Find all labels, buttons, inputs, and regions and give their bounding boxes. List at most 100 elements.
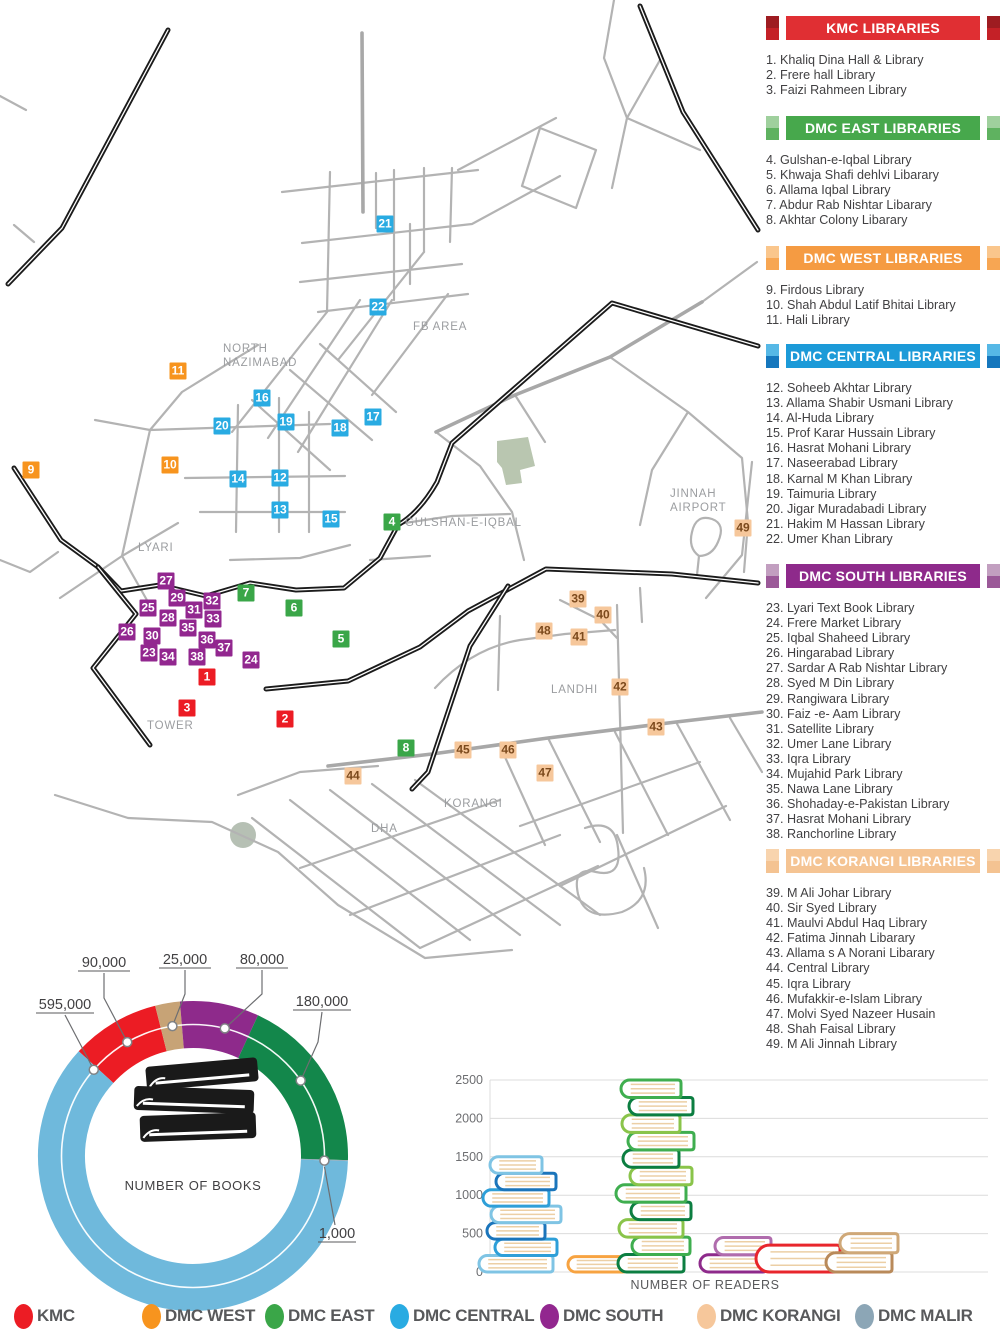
library-list-item-28: 28. Syed M Din Library — [766, 676, 895, 691]
map-area-label: JINNAH — [670, 488, 716, 500]
donut-value-label: 595,000 — [39, 997, 91, 1013]
map-area-label: GULSHAN-E-IQBAL — [405, 517, 522, 529]
map-marker-8: 8 — [397, 739, 415, 757]
donut-value-label: 90,000 — [82, 955, 126, 971]
map-marker-39: 39 — [569, 590, 587, 608]
library-list-item-40: 40. Sir Syed Library — [766, 901, 877, 916]
y-axis-tick-label: 2000 — [455, 1111, 483, 1125]
map-marker-3: 3 — [178, 699, 196, 717]
donut-segment-dmc-east — [237, 1015, 348, 1161]
legend-section-title: DMC EAST LIBRARIES — [786, 116, 980, 140]
map-area-label: NORTH — [223, 343, 268, 355]
legend-section-2: DMC EAST LIBRARIES 4. Gulshan-e-Iqbal Lib… — [766, 116, 1000, 228]
highway-road — [637, 3, 761, 233]
legend-section-header: DMC SOUTH LIBRARIES — [766, 564, 1000, 588]
street-road — [0, 94, 60, 574]
library-list-item-17: 17. Naseerabad Library — [766, 456, 898, 471]
legend-item-list: 23. Lyari Text Book Library 24. Frere Mar… — [766, 601, 1000, 843]
legend-color-dot — [540, 1303, 559, 1329]
header-edge-accent — [766, 849, 779, 873]
library-list-item-45: 45. Iqra Library — [766, 976, 851, 991]
map-marker-36: 36 — [198, 631, 216, 649]
library-legend-column: KMC LIBRARIES 1. Khaliq Dina Hall & Libra… — [766, 0, 1000, 1100]
callout-leader-line — [224, 970, 263, 1029]
map-marker-30: 30 — [143, 627, 161, 645]
legend-label: DMC SOUTH — [563, 1306, 664, 1325]
books-icon — [133, 1057, 259, 1142]
library-list-item-42: 42. Fatima Jinnah Libarary — [766, 931, 916, 946]
legend-section-title: DMC KORANGI LIBRARIES — [786, 849, 980, 873]
highway-centerline — [411, 585, 509, 790]
legend-entry-dmc-west: DMC WEST — [142, 1303, 255, 1329]
map-marker-46: 46 — [499, 741, 517, 759]
map-marker-5: 5 — [332, 630, 350, 648]
map-marker-17: 17 — [364, 408, 382, 426]
library-list-item-19: 19. Taimuria Library — [766, 486, 877, 501]
library-list-item-38: 38. Ranchorline Library — [766, 827, 897, 842]
legend-color-dot — [142, 1303, 161, 1329]
map-marker-6: 6 — [285, 599, 303, 617]
callout-leader-line — [300, 1011, 323, 1081]
donut-value-label: 25,000 — [163, 952, 207, 968]
map-marker-31: 31 — [185, 601, 203, 619]
library-list-item-5: 5. Khwaja Shafi dehlvi Libarary — [766, 168, 939, 183]
map-marker-29: 29 — [168, 589, 186, 607]
legend-section-3: DMC WEST LIBRARIES 9. Firdous Library 10. … — [766, 246, 1000, 328]
legend-color-dot — [697, 1303, 716, 1329]
legend-section-4: DMC CENTRAL LIBRARIES 12. Soheeb Akhtar L… — [766, 344, 1000, 547]
library-list-item-13: 13. Allama Shabir Usmani Library — [766, 396, 953, 411]
library-list-item-24: 24. Frere Market Library — [766, 616, 902, 631]
legend-label: KMC — [37, 1306, 75, 1325]
highway-centerline — [639, 5, 759, 231]
library-list-item-7: 7. Abdur Rab Nishtar Libarary — [766, 198, 932, 213]
map-marker-21: 21 — [376, 215, 394, 233]
street-road — [53, 793, 514, 960]
map-marker-33: 33 — [204, 610, 222, 628]
map-marker-1: 1 — [198, 668, 216, 686]
library-list-item-21: 21. Hakim M Hassan Library — [766, 516, 925, 531]
books-donut-chart: 90,000 25,000 80,000 180,000 1,000 595,000 — [36, 952, 356, 1311]
y-axis-tick-label: 0 — [476, 1265, 483, 1279]
highway-centerline — [92, 566, 151, 746]
map-marker-2: 2 — [276, 710, 294, 728]
library-list-item-15: 15. Prof Karar Hussain Library — [766, 426, 936, 441]
map-marker-48: 48 — [535, 622, 553, 640]
legend-section-6: DMC KORANGI LIBRARIES 39. M Ali Johar Lib… — [766, 849, 1000, 1052]
map-marker-12: 12 — [271, 469, 289, 487]
map-marker-44: 44 — [344, 767, 362, 785]
map-area-label: DHA — [371, 823, 398, 835]
library-list-item-12: 12. Soheeb Akhtar Library — [766, 381, 912, 395]
highway-centerline — [265, 568, 759, 690]
map-marker-16: 16 — [253, 389, 271, 407]
callout-leader-line — [171, 970, 186, 1027]
street-road — [236, 764, 602, 950]
street-road — [228, 355, 750, 574]
legend-color-dot — [390, 1303, 409, 1329]
legend-entry-dmc-korangi: DMC KORANGI — [697, 1303, 841, 1329]
highway-road — [5, 27, 171, 287]
y-axis-tick-label: 1000 — [455, 1188, 483, 1202]
callout-leader-line — [323, 1166, 336, 1226]
map-marker-4: 4 — [383, 513, 401, 531]
map-marker-47: 47 — [536, 764, 554, 782]
legend-section-1: KMC LIBRARIES 1. Khaliq Dina Hall & Libra… — [766, 16, 1000, 98]
donut-segment-kmc — [78, 1005, 168, 1084]
legend-section-title: KMC LIBRARIES — [786, 16, 980, 40]
legend-label: DMC MALIR — [878, 1306, 973, 1325]
map-marker-32: 32 — [203, 592, 221, 610]
library-list-item-26: 26. Hingarabad Library — [766, 646, 895, 661]
y-axis-tick-label: 1500 — [455, 1150, 483, 1164]
library-list-item-29: 29. Rangiwara Library — [766, 691, 890, 706]
legend-item-list: 12. Soheeb Akhtar Library 13. Allama Shab… — [766, 381, 1000, 547]
legend-entry-dmc-central: DMC CENTRAL — [390, 1303, 535, 1329]
header-edge-accent — [766, 16, 779, 40]
callout-dot — [295, 1075, 306, 1086]
library-list-item-23: 23. Lyari Text Book Library — [766, 601, 915, 615]
header-edge-accent — [987, 564, 1000, 588]
map-marker-7: 7 — [237, 584, 255, 602]
map-marker-23: 23 — [140, 644, 158, 662]
map-marker-42: 42 — [611, 678, 629, 696]
legend-section-header: KMC LIBRARIES — [766, 16, 1000, 40]
map-marker-28: 28 — [159, 609, 177, 627]
